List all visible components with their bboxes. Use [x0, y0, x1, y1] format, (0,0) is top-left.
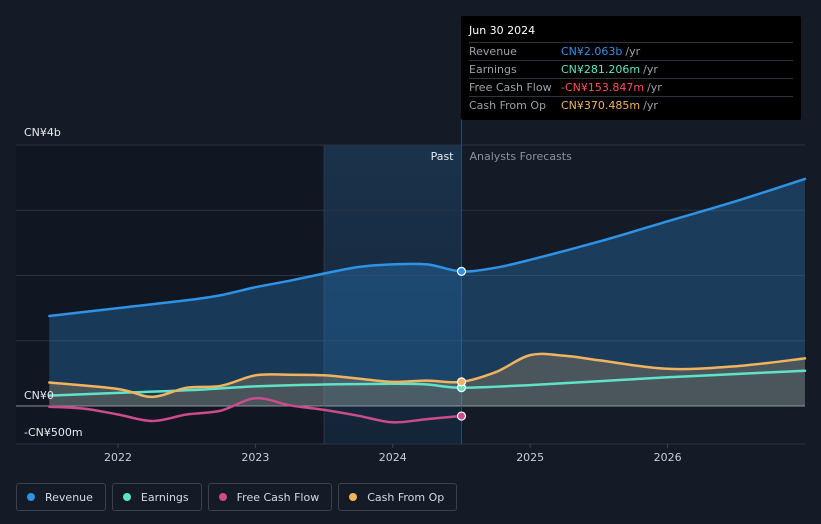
- legend-label: Revenue: [45, 490, 93, 504]
- tooltip-row-free-cash-flow: Free Cash Flow -CN¥153.847m /yr: [469, 78, 793, 96]
- legend-item-free-cash-flow[interactable]: Free Cash Flow: [207, 483, 333, 511]
- cash-from-op-line: [48, 352, 807, 399]
- cash-from-op-area: [49, 353, 806, 406]
- legend-label: Cash From Op: [367, 490, 445, 504]
- tooltip-value: CN¥2.063b: [561, 45, 623, 58]
- tooltip-value: CN¥370.485m: [561, 99, 641, 112]
- tooltip-unit: /yr: [643, 99, 658, 112]
- tooltip-label: Revenue: [469, 45, 517, 58]
- tooltip-unit: /yr: [625, 45, 641, 58]
- tooltip-label: Earnings: [469, 63, 517, 76]
- past-label: Past: [431, 150, 455, 163]
- tooltip-date: Jun 30 2024: [469, 24, 536, 37]
- tooltip-value: CN¥281.206m: [561, 63, 641, 76]
- revenue-area: [49, 178, 806, 406]
- free-cash-flow-marker: [456, 411, 467, 421]
- tooltip-row-earnings: Earnings CN¥281.206m /yr: [469, 60, 793, 78]
- revenue-dot-icon: [27, 493, 35, 501]
- earnings-line: [48, 369, 807, 397]
- legend-item-cash-from-op[interactable]: Cash From Op: [338, 483, 458, 511]
- free-cash-flow-dot-icon: [218, 493, 227, 501]
- tooltip-row-cash-from-op: Cash From Op CN¥370.485m /yr: [469, 96, 793, 114]
- free-cash-flow-line: [48, 396, 463, 424]
- legend-item-earnings[interactable]: Earnings: [111, 483, 202, 511]
- cash-from-op-marker: [456, 377, 467, 387]
- tooltip-label: Free Cash Flow: [469, 81, 552, 94]
- earnings-dot-icon: [122, 493, 131, 501]
- chart-legend: Revenue Earnings Free Cash Flow Cash Fro…: [16, 483, 458, 511]
- x-tick-label: 2023: [241, 451, 269, 464]
- cash-from-op-dot-icon: [349, 493, 358, 501]
- revenue-line: [48, 177, 807, 318]
- x-tick-label: 2025: [516, 451, 544, 464]
- y-tick-label: CN¥0: [24, 389, 54, 402]
- hover-tooltip: Jun 30 2024 Revenue CN¥2.063b /yr Earnin…: [461, 16, 801, 120]
- x-tick-label: 2026: [654, 451, 682, 464]
- tooltip-row-revenue: Revenue CN¥2.063b /yr: [469, 42, 793, 60]
- tooltip-value: -CN¥153.847m: [561, 81, 645, 94]
- y-tick-label: CN¥4b: [24, 126, 61, 139]
- y-tick-label: -CN¥500m: [24, 426, 83, 439]
- tooltip-label: Cash From Op: [469, 99, 547, 112]
- tooltip-unit: /yr: [647, 81, 662, 94]
- financial-chart: CN¥4b CN¥0 -CN¥500m 2022 2023 2024 2025 2026 Pas…: [16, 105, 807, 464]
- revenue-marker: [456, 266, 467, 276]
- legend-item-revenue[interactable]: Revenue: [16, 483, 106, 511]
- legend-label: Free Cash Flow: [236, 490, 320, 504]
- x-tick-label: 2022: [104, 451, 132, 464]
- legend-label: Earnings: [140, 490, 189, 504]
- x-tick-label: 2024: [379, 451, 407, 464]
- tooltip-unit: /yr: [643, 63, 658, 76]
- highlight-band: [324, 145, 462, 444]
- forecast-label: Analysts Forecasts: [470, 150, 573, 163]
